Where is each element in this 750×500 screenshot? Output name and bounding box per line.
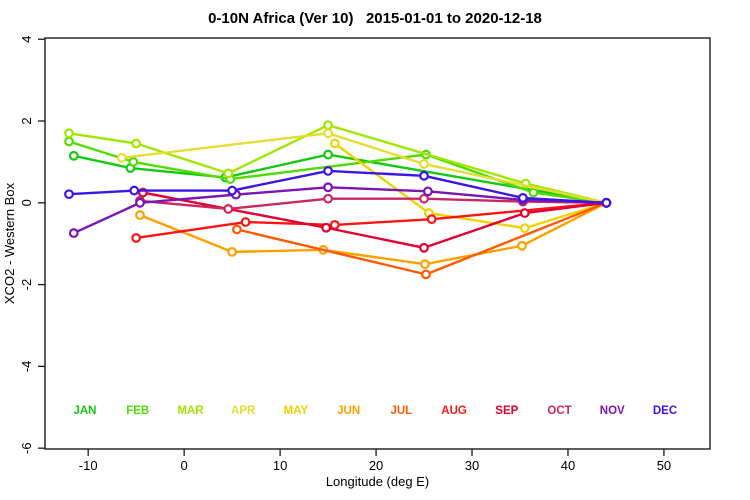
series-mar-marker [64, 128, 74, 139]
legend-month-feb: FEB [126, 405, 149, 417]
legend-month-dec: DEC [653, 405, 677, 417]
series-feb-marker [64, 136, 74, 147]
series-jun-marker [420, 259, 430, 270]
legend-month-nov: NOV [600, 405, 625, 417]
legend-month-jun: JUN [337, 405, 360, 417]
series-dec-marker [517, 193, 528, 203]
y-tick-label: -2 [19, 279, 34, 291]
series-aug-marker [240, 217, 251, 227]
series-dec-marker [227, 185, 238, 196]
x-axis-title: Longitude (deg E) [326, 474, 429, 489]
legend-month-apr: APR [231, 405, 256, 417]
series-sep-marker [419, 242, 429, 253]
series-dec-marker [601, 197, 612, 208]
x-tick-label: -10 [79, 458, 98, 473]
series-dec-marker [323, 166, 333, 176]
y-axis-title: XCO2 - Western Box [2, 182, 17, 304]
legend-month-jan: JAN [73, 405, 96, 417]
y-tick-label: -6 [19, 442, 34, 454]
x-tick-label: 20 [369, 458, 383, 473]
series-may-line [334, 142, 607, 230]
series-apr-marker [116, 152, 127, 163]
series-dec-marker [419, 170, 429, 181]
series-feb-marker [128, 157, 139, 167]
y-tick-label: 2 [19, 117, 34, 124]
series-aug-marker [131, 233, 142, 243]
series-sep-marker [519, 208, 530, 218]
legend-month-mar: MAR [177, 405, 204, 417]
series-dec-marker [129, 185, 140, 196]
series-apr-marker [419, 159, 429, 169]
series-jan-marker [323, 149, 333, 160]
series-jun-marker [517, 240, 527, 251]
x-tick-label: 0 [181, 458, 188, 473]
series-oct-marker [419, 193, 429, 204]
series-mar-marker [223, 168, 234, 179]
series-nov-marker [422, 186, 433, 197]
series-nov-marker [323, 182, 333, 193]
series-jul-marker [421, 269, 431, 280]
series-apr-line [121, 132, 607, 204]
legend-month-oct: OCT [547, 405, 571, 417]
series-nov-marker [68, 228, 79, 238]
x-tick-label: 50 [657, 458, 671, 473]
series-may-marker [519, 223, 530, 234]
series-oct-marker [323, 193, 333, 204]
chart-title: 0-10N Africa (Ver 10) 2015-01-01 to 2020… [208, 10, 542, 27]
legend-month-may: MAY [284, 405, 309, 417]
series-jan-marker [68, 150, 79, 161]
series-aug-marker [329, 219, 340, 230]
plot-box [44, 37, 711, 450]
series-oct-line [139, 197, 607, 211]
y-tick-label: -4 [19, 361, 34, 373]
series-aug-marker [426, 214, 437, 225]
x-tick-label: 40 [561, 458, 575, 473]
y-tick-label: 4 [19, 36, 34, 43]
series-jun-marker [227, 246, 238, 257]
series-dec-marker [64, 189, 74, 200]
legend-month-sep: SEP [495, 405, 518, 417]
x-tick-label: 30 [465, 458, 479, 473]
series-mar-marker [131, 138, 142, 149]
series-apr-marker [323, 128, 333, 139]
series-nov-marker [135, 197, 145, 208]
legend-month-jul: JUL [390, 405, 412, 417]
series-oct-marker [223, 204, 234, 214]
legend-month-aug: AUG [441, 405, 467, 417]
series-may-marker [329, 138, 340, 149]
y-tick-label: 0 [19, 199, 34, 206]
series-mar-line [68, 123, 607, 204]
series-sep-marker [321, 222, 332, 233]
series-feb-marker [528, 187, 539, 198]
series-jul-marker [232, 224, 242, 235]
series-mar-marker [323, 120, 333, 131]
series-jun-marker [135, 210, 145, 220]
series-jun-line [139, 201, 607, 266]
x-tick-label: 10 [273, 458, 287, 473]
